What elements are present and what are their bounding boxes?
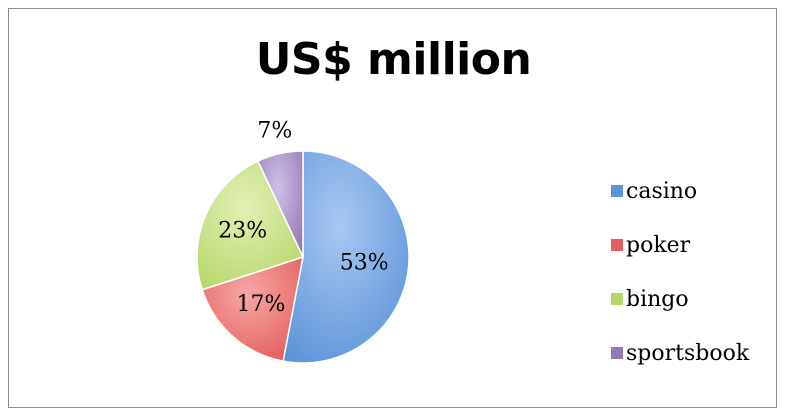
pie-slice-poker: [201, 255, 304, 362]
pie-slice-casino: [282, 150, 410, 364]
legend-swatch-bingo: [611, 293, 623, 305]
data-label-sportsbook: 7%: [257, 118, 292, 143]
legend-item-poker: poker: [611, 218, 749, 272]
legend-item-bingo: bingo: [611, 272, 749, 326]
data-label-bingo: 23%: [218, 218, 267, 243]
legend-swatch-poker: [611, 239, 623, 251]
legend-swatch-casino: [611, 185, 623, 197]
legend-item-sportsbook: sportsbook: [611, 326, 749, 380]
chart-legend: casino poker bingo sportsbook: [611, 164, 749, 380]
legend-label-casino: casino: [626, 178, 698, 204]
legend-swatch-sportsbook: [611, 347, 623, 359]
data-label-casino: 53%: [340, 250, 389, 275]
pie-slice-sportsbook: [256, 150, 304, 258]
legend-label-sportsbook: sportsbook: [626, 340, 750, 366]
legend-item-casino: casino: [611, 164, 749, 218]
legend-label-bingo: bingo: [626, 286, 689, 312]
data-label-poker: 17%: [236, 292, 285, 317]
legend-label-poker: poker: [626, 232, 691, 258]
chart-title: US$ million: [255, 34, 532, 85]
pie-slice-bingo: [196, 160, 305, 291]
